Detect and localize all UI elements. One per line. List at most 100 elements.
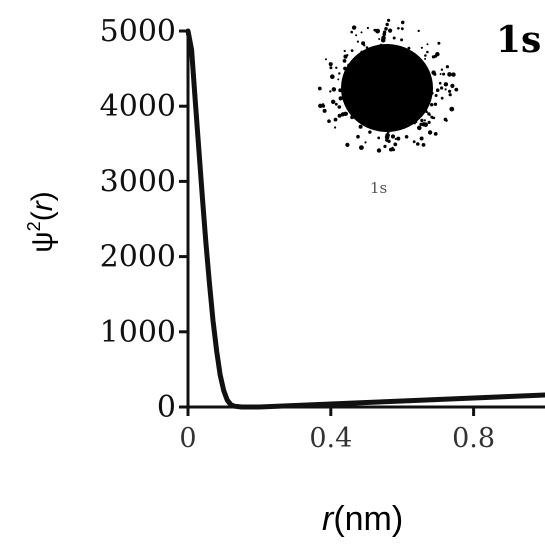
orbital-speck — [333, 117, 338, 122]
orbital-speck — [426, 43, 429, 46]
x-axis-unit: (nm) — [333, 500, 403, 538]
orbital-speck — [445, 65, 449, 69]
orbital-speck — [448, 93, 452, 97]
y-axis-superscript: 2 — [24, 221, 44, 231]
orbital-speck — [385, 22, 389, 27]
orbital-speck — [335, 66, 338, 70]
orbital-speck — [438, 81, 442, 85]
orbital-speck — [440, 96, 444, 100]
orbital-speck — [393, 142, 398, 147]
orbital-speck — [422, 107, 425, 111]
orbital-speck — [377, 136, 381, 140]
orbital-speck — [338, 72, 341, 75]
orbital-speck — [360, 31, 363, 34]
orbital-speck — [387, 18, 391, 22]
orbital-speck — [357, 118, 363, 123]
x-axis-title: r(nm) — [322, 500, 403, 538]
svg-text:ψ2(r): ψ2(r) — [24, 191, 59, 252]
orbital-speck — [337, 78, 340, 81]
orbital-speck — [343, 49, 346, 53]
x-tick-label: 0 — [179, 423, 196, 454]
orbital-speck — [420, 61, 424, 65]
orbital-speck — [440, 86, 444, 90]
x-axis-variable: r — [322, 500, 335, 538]
orbital-speck — [435, 52, 440, 57]
y-axis-close-paren: ) — [26, 191, 59, 201]
orbital-speck — [404, 135, 409, 139]
y-axis-psi: ψ — [26, 231, 59, 252]
orbital-speck — [421, 143, 426, 147]
orbital-speck — [423, 74, 427, 77]
series-layer — [185, 28, 545, 410]
orbital-speck — [322, 103, 325, 106]
orbital-speck — [387, 44, 391, 48]
orbital-speck — [321, 104, 326, 108]
y-tick-label: 1000 — [100, 315, 176, 350]
orbital-speck — [412, 140, 416, 144]
orbital-speck — [417, 125, 422, 131]
orbital-speck — [396, 136, 401, 141]
orbital-speck — [439, 73, 442, 75]
orbital-speck — [356, 40, 359, 43]
orbital-speck — [378, 38, 381, 40]
orbital-speck — [381, 35, 386, 41]
orbital-speck — [424, 57, 427, 60]
orbital-speck — [331, 99, 336, 105]
y-axis-title: ψ2(r) — [24, 191, 59, 252]
corner-label: 1s — [496, 19, 541, 61]
orbital-speck — [449, 106, 455, 112]
orbital-speck — [384, 135, 390, 140]
orbital-speck — [392, 135, 395, 139]
orbital-speck — [400, 27, 404, 31]
orbital-speck — [427, 130, 433, 135]
orbital-speck — [350, 115, 354, 120]
orbital-speck — [334, 126, 337, 129]
orbital-speck — [318, 103, 323, 109]
orbital-speck — [371, 124, 376, 129]
orbital-speck — [454, 87, 459, 92]
orbital-speck — [413, 121, 416, 125]
orbital-speck — [430, 103, 434, 107]
orbital-speck — [337, 105, 342, 109]
y-tick-label: 2000 — [100, 240, 176, 275]
orbital-speck — [434, 94, 438, 97]
orbital-speck — [400, 38, 404, 42]
orbital-speck — [375, 28, 380, 34]
orbital-speck — [433, 102, 438, 107]
orbital-speck — [440, 68, 444, 71]
orbital-core — [341, 44, 433, 132]
x-tick-label: 0.8 — [452, 423, 495, 454]
orbital-speck — [431, 70, 436, 75]
orbital-speck — [338, 96, 343, 101]
orbital-speck — [444, 88, 447, 91]
orbital-speck — [392, 148, 396, 152]
orbital-speck — [425, 110, 428, 114]
axes: 0 1000 2000 3000 4000 5000 0 0.4 0.8 — [100, 14, 545, 454]
orbital-speck — [419, 136, 424, 141]
orbital-speck — [389, 147, 393, 152]
orbital-speck — [388, 28, 393, 33]
series-line — [185, 28, 545, 410]
orbital-speck — [343, 66, 347, 71]
orbital-speck — [337, 113, 342, 118]
orbital-speck — [400, 20, 405, 25]
orbital-speck — [437, 41, 441, 45]
orbital-speck — [366, 122, 369, 125]
orbital-speck — [345, 142, 350, 147]
orbital-speck — [435, 88, 440, 92]
orbital-speck — [421, 122, 426, 127]
y-tick-label: 0 — [157, 390, 176, 425]
orbital-speck — [329, 66, 333, 70]
orbital-speck — [445, 119, 448, 122]
orbital-speck — [350, 49, 354, 52]
orbital-speck — [431, 117, 434, 120]
orbital-speck — [448, 89, 452, 93]
orbital-speck — [346, 54, 349, 57]
orbital-speck — [340, 112, 345, 117]
orbital-speck — [355, 34, 358, 37]
orbital-speck — [331, 87, 336, 91]
orbital-speck — [356, 134, 360, 139]
orbital-speck — [359, 145, 364, 151]
orbital-speck — [379, 43, 383, 47]
